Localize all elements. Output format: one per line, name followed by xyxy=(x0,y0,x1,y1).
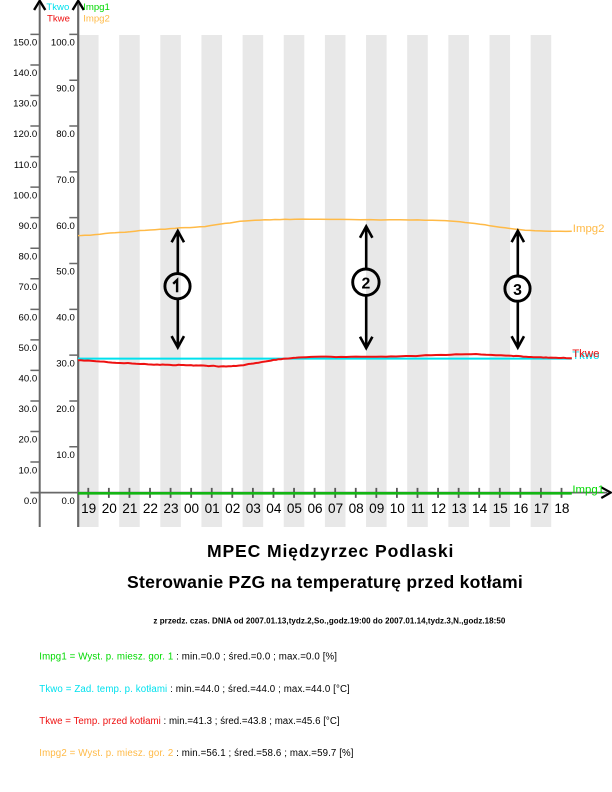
svg-text:70.0: 70.0 xyxy=(19,282,38,293)
svg-text:60.0: 60.0 xyxy=(19,313,38,324)
svg-text:3: 3 xyxy=(513,282,522,299)
svg-text:Tkwo = Zad. temp. p. kotłami :: Tkwo = Zad. temp. p. kotłami : min.=44.0… xyxy=(39,684,350,695)
svg-text:Tkwe: Tkwe xyxy=(47,13,70,24)
svg-text:30.0: 30.0 xyxy=(19,404,38,415)
svg-text:50.0: 50.0 xyxy=(19,343,38,354)
svg-text:Impg2: Impg2 xyxy=(83,13,110,24)
svg-text:90.0: 90.0 xyxy=(19,221,38,232)
svg-text:110.0: 110.0 xyxy=(14,160,37,171)
svg-text:120.0: 120.0 xyxy=(13,129,37,140)
svg-text:0.0: 0.0 xyxy=(24,496,37,507)
svg-text:150.0: 150.0 xyxy=(13,38,37,49)
svg-text:17: 17 xyxy=(534,501,549,516)
svg-text:60.0: 60.0 xyxy=(56,221,75,232)
svg-text:02: 02 xyxy=(225,501,240,516)
svg-text:08: 08 xyxy=(349,501,364,516)
svg-text:Tkwo: Tkwo xyxy=(572,350,599,362)
svg-text:40.0: 40.0 xyxy=(56,313,75,324)
svg-text:80.0: 80.0 xyxy=(56,129,75,140)
svg-text:130.0: 130.0 xyxy=(13,99,37,110)
svg-text:14: 14 xyxy=(472,501,488,516)
svg-text:Tkwo: Tkwo xyxy=(46,2,69,13)
svg-text:00: 00 xyxy=(184,501,200,516)
svg-text:MPEC Międzyrzec Podlaski: MPEC Międzyrzec Podlaski xyxy=(207,541,454,561)
svg-text:Impg1: Impg1 xyxy=(572,484,604,496)
svg-text:70.0: 70.0 xyxy=(56,175,75,186)
svg-text:22: 22 xyxy=(143,501,158,516)
svg-text:16: 16 xyxy=(513,501,528,516)
svg-text:20.0: 20.0 xyxy=(56,404,75,415)
svg-text:Impg2: Impg2 xyxy=(573,223,605,235)
svg-text:10: 10 xyxy=(390,501,406,516)
svg-text:09: 09 xyxy=(369,501,384,516)
svg-text:10.0: 10.0 xyxy=(56,450,75,461)
svg-text:13: 13 xyxy=(451,501,466,516)
svg-text:15: 15 xyxy=(493,501,508,516)
svg-text:2: 2 xyxy=(362,275,371,292)
svg-text:Tkwe = Temp. przed kotłami : m: Tkwe = Temp. przed kotłami : min.=41.3 ;… xyxy=(39,716,339,727)
svg-text:100.0: 100.0 xyxy=(13,190,37,201)
svg-text:Sterowanie PZG na temperaturę: Sterowanie PZG na temperaturę przed kotł… xyxy=(127,572,523,592)
svg-text:90.0: 90.0 xyxy=(56,83,75,94)
svg-text:z przedz. czas. DNIA od 2007.0: z przedz. czas. DNIA od 2007.01.13,tydz.… xyxy=(153,617,505,626)
svg-text:06: 06 xyxy=(307,501,322,516)
svg-text:21: 21 xyxy=(122,501,137,516)
svg-text:100.0: 100.0 xyxy=(51,38,75,49)
svg-text:140.0: 140.0 xyxy=(13,68,37,79)
svg-text:10.0: 10.0 xyxy=(19,465,38,476)
svg-text:12: 12 xyxy=(431,501,446,516)
svg-text:40.0: 40.0 xyxy=(19,374,38,385)
svg-text:18: 18 xyxy=(554,501,569,516)
svg-text:0.0: 0.0 xyxy=(62,496,75,507)
svg-text:Impg2 = Wyst. p. miesz. gor. 2: Impg2 = Wyst. p. miesz. gor. 2 : min.=56… xyxy=(39,748,353,759)
svg-text:30.0: 30.0 xyxy=(56,358,75,369)
svg-text:05: 05 xyxy=(287,501,302,516)
svg-text:Impg1 = Wyst. p. miesz. gor. 1: Impg1 = Wyst. p. miesz. gor. 1 : min.=0.… xyxy=(39,652,337,663)
svg-text:11: 11 xyxy=(411,501,425,516)
svg-text:23: 23 xyxy=(163,501,178,516)
svg-text:04: 04 xyxy=(266,501,282,516)
svg-text:80.0: 80.0 xyxy=(19,251,38,262)
svg-text:Impg1: Impg1 xyxy=(83,2,110,13)
svg-text:20.0: 20.0 xyxy=(19,435,38,446)
svg-text:50.0: 50.0 xyxy=(56,267,75,278)
svg-text:01: 01 xyxy=(205,501,220,516)
svg-text:07: 07 xyxy=(328,501,343,516)
svg-text:20: 20 xyxy=(102,501,118,516)
svg-text:19: 19 xyxy=(81,501,96,516)
svg-text:Tkwe: Tkwe xyxy=(572,348,599,360)
svg-text:03: 03 xyxy=(246,501,261,516)
